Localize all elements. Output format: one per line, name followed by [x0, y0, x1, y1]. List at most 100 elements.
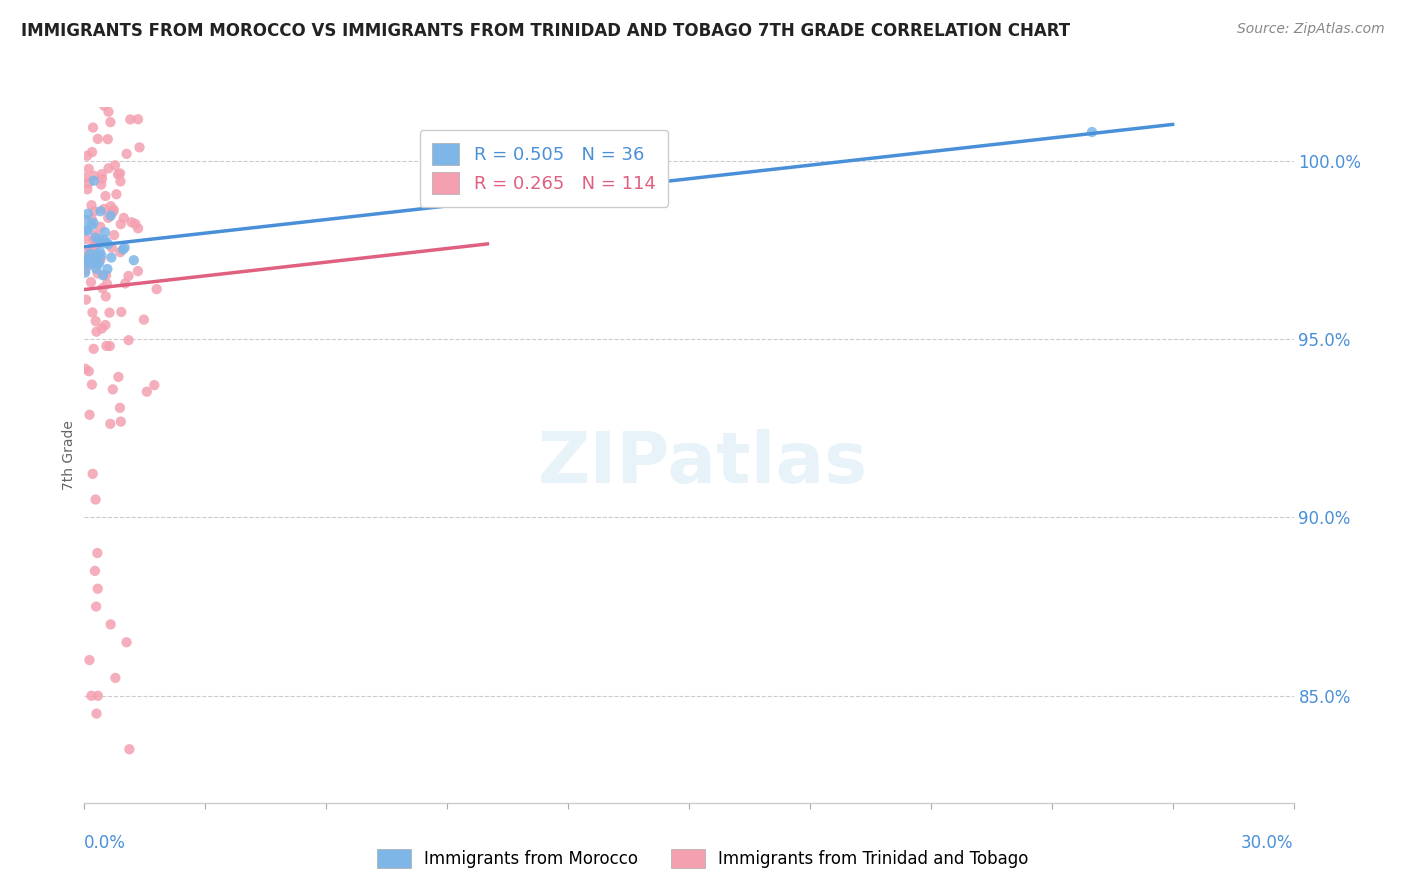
Point: [84, 261, 107, 276]
Point: [93, 99, 115, 113]
Point: [122, 253, 145, 268]
Point: [101, 204, 124, 219]
Text: 30.0%: 30.0%: [1241, 834, 1294, 852]
Point: [75, 259, 97, 273]
Point: [96, 277, 118, 291]
Point: [75, 256, 97, 270]
Point: [96, 262, 118, 277]
Text: IMMIGRANTS FROM MOROCCO VS IMMIGRANTS FROM TRINIDAD AND TOBAGO 7TH GRADE CORRELA: IMMIGRANTS FROM MOROCCO VS IMMIGRANTS FR…: [21, 22, 1070, 40]
Point: [77, 161, 100, 176]
Text: ZIPatlas: ZIPatlas: [538, 429, 868, 499]
Point: [145, 282, 167, 296]
Point: [84, 248, 107, 262]
Point: [110, 305, 132, 319]
Point: [127, 264, 149, 278]
Point: [97, 237, 120, 252]
Point: [108, 401, 131, 415]
Point: [120, 112, 142, 127]
Point: [80, 68, 103, 82]
Point: [117, 333, 139, 347]
Point: [89, 235, 111, 250]
Point: [112, 211, 135, 225]
Point: [86, 546, 108, 560]
Point: [127, 112, 149, 127]
Point: [96, 235, 118, 250]
Point: [94, 189, 117, 203]
Point: [75, 266, 97, 280]
Point: [104, 671, 127, 685]
Point: [1081, 125, 1104, 139]
Point: [87, 689, 110, 703]
Text: Source: ZipAtlas.com: Source: ZipAtlas.com: [1237, 22, 1385, 37]
Point: [86, 706, 108, 721]
Point: [87, 132, 110, 146]
Point: [84, 492, 107, 507]
Point: [86, 257, 108, 271]
Point: [91, 268, 114, 283]
Point: [87, 582, 110, 596]
Point: [84, 599, 107, 614]
Point: [84, 227, 107, 242]
Point: [128, 140, 150, 154]
Point: [90, 79, 112, 94]
Point: [100, 209, 122, 223]
Point: [107, 370, 129, 384]
Point: [83, 342, 105, 356]
Point: [143, 378, 166, 392]
Point: [103, 228, 125, 243]
Point: [89, 244, 111, 259]
Point: [80, 145, 103, 160]
Point: [82, 233, 104, 247]
Point: [84, 564, 107, 578]
Point: [97, 132, 120, 146]
Point: [75, 263, 97, 277]
Point: [110, 415, 132, 429]
Point: [76, 149, 98, 163]
Point: [80, 212, 103, 227]
Point: [83, 216, 105, 230]
Point: [110, 174, 132, 188]
Point: [91, 235, 114, 250]
Point: [110, 245, 132, 260]
Point: [75, 212, 97, 227]
Point: [97, 211, 120, 225]
Point: [115, 146, 138, 161]
Point: [94, 225, 117, 239]
Point: [82, 305, 104, 319]
Point: [97, 104, 120, 119]
Point: [111, 75, 134, 89]
Point: [104, 158, 127, 172]
Point: [94, 268, 117, 283]
Point: [75, 252, 97, 267]
Point: [80, 689, 103, 703]
Point: [89, 233, 111, 247]
Legend: Immigrants from Morocco, Immigrants from Trinidad and Tobago: Immigrants from Morocco, Immigrants from…: [371, 842, 1035, 875]
Point: [91, 281, 114, 295]
Point: [79, 653, 101, 667]
Point: [98, 339, 121, 353]
Point: [100, 617, 122, 632]
Point: [135, 384, 157, 399]
Point: [86, 249, 108, 263]
Point: [84, 314, 107, 328]
Point: [84, 252, 107, 267]
Point: [83, 174, 105, 188]
Point: [100, 199, 122, 213]
Point: [83, 169, 105, 183]
Point: [76, 251, 98, 265]
Point: [83, 241, 105, 255]
Point: [94, 318, 117, 332]
Point: [90, 62, 112, 77]
Point: [97, 161, 120, 176]
Point: [80, 377, 103, 392]
Point: [80, 218, 103, 232]
Point: [89, 256, 111, 270]
Point: [93, 77, 115, 91]
Point: [76, 182, 98, 196]
Point: [76, 224, 98, 238]
Point: [101, 382, 124, 396]
Point: [111, 243, 134, 257]
Point: [79, 408, 101, 422]
Point: [77, 176, 100, 190]
Point: [77, 207, 100, 221]
